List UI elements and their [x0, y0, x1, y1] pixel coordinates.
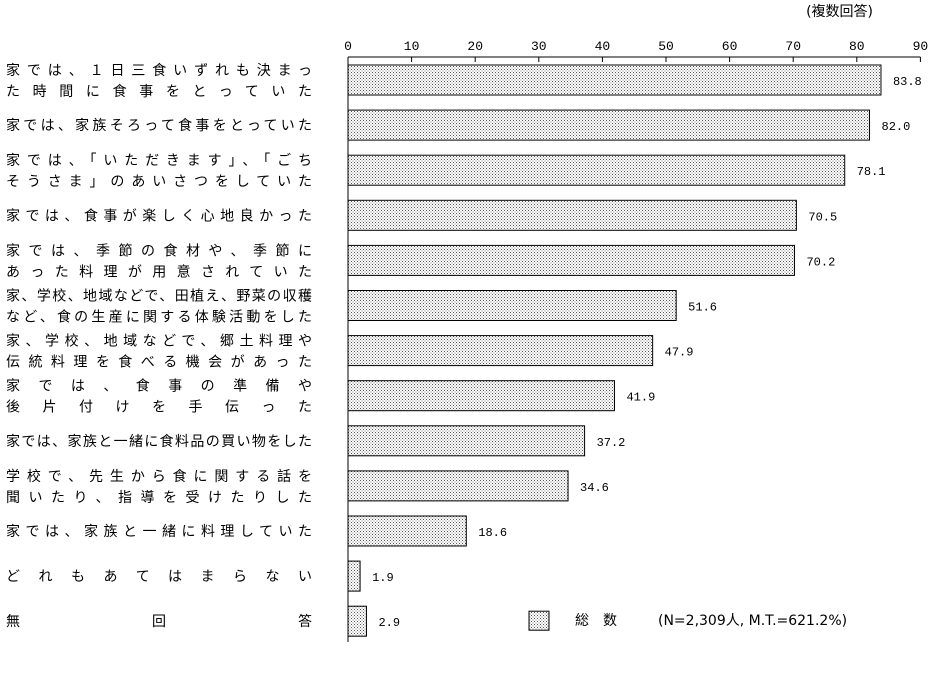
x-tick-label: 30: [531, 39, 547, 54]
data-label: 82.0: [882, 120, 911, 134]
category-label: 家では、季節の食材や、季節に: [6, 242, 312, 259]
x-tick-label: 20: [467, 39, 483, 54]
category-label: そうさま」のあいさつをしていた: [6, 174, 312, 190]
category-label: あった料理が用意されていた: [6, 263, 312, 280]
bar: [347, 64, 882, 96]
data-label: 37.2: [597, 436, 626, 450]
data-label: 78.1: [857, 165, 886, 179]
data-label: 70.2: [806, 255, 835, 269]
bar: [347, 515, 467, 547]
category-label: 家では、食事が楽しく心地良かった: [6, 207, 312, 224]
bar: [347, 154, 846, 186]
category-label: 後片付けを手伝った: [6, 400, 312, 416]
x-tick-label: 80: [849, 39, 865, 54]
category-label: 家では、家族と一緒に料理していた: [6, 523, 312, 540]
category-label: 無回答: [6, 613, 312, 630]
bar: [347, 605, 367, 637]
chart-note: (複数回答): [806, 3, 873, 20]
bar: [347, 244, 795, 276]
category-label: 家では、家族と一緒に食料品の買い物をした: [6, 433, 312, 450]
bar: [347, 380, 615, 412]
bar: [347, 560, 361, 592]
data-label: 18.6: [478, 526, 507, 540]
x-tick-label: 70: [785, 39, 801, 54]
x-tick-label: 60: [722, 39, 738, 54]
category-label: 伝統料理を食べる機会があった: [6, 354, 312, 371]
bar: [347, 290, 677, 321]
category-label: 家では、家族そろって食事をとっていた: [6, 117, 312, 134]
category-label: 学校で、先生から食に関する話を: [6, 468, 312, 485]
x-tick-label: 0: [344, 39, 352, 54]
data-label: 47.9: [665, 346, 694, 360]
bar: [347, 199, 797, 231]
bar: [347, 425, 586, 457]
data-label: 41.9: [626, 391, 655, 405]
bar: [347, 470, 569, 502]
data-label: 51.6: [688, 301, 717, 315]
x-tick-label: 10: [404, 39, 420, 54]
legend-swatch: [528, 610, 550, 631]
x-tick-label: 90: [913, 39, 929, 54]
category-label: た時間に食事をとっていた: [6, 83, 312, 100]
x-tick-label: 40: [595, 39, 611, 54]
category-label: どれもあてはまらない: [6, 569, 312, 585]
category-label: 家、学校、地域などで、郷土料理や: [6, 333, 312, 350]
category-label: など、食の生産に関する体験活動をした: [6, 309, 312, 326]
data-label: 34.6: [580, 481, 609, 495]
category-label: 家では、「いただきます」、「ごち: [6, 152, 312, 169]
data-label: 2.9: [378, 616, 400, 630]
data-label: 70.5: [808, 210, 837, 224]
legend-note: (N=2,309人, M.T.=621.2%): [658, 613, 847, 629]
data-label: 83.8: [893, 75, 922, 89]
data-label: 1.9: [372, 571, 394, 585]
category-label: 家、学校、地域などで、田植え、野菜の収穫: [6, 288, 312, 305]
bar: [347, 109, 871, 141]
x-tick-label: 50: [658, 39, 674, 54]
legend-series-name: 総 数: [575, 613, 617, 629]
category-label: 家では、食事の準備や: [6, 378, 312, 395]
bar: [347, 335, 654, 367]
category-label: 聞いたり、指導を受けたりした: [6, 490, 312, 506]
category-label: 家では、１日三食いずれも決まっ: [6, 62, 312, 79]
